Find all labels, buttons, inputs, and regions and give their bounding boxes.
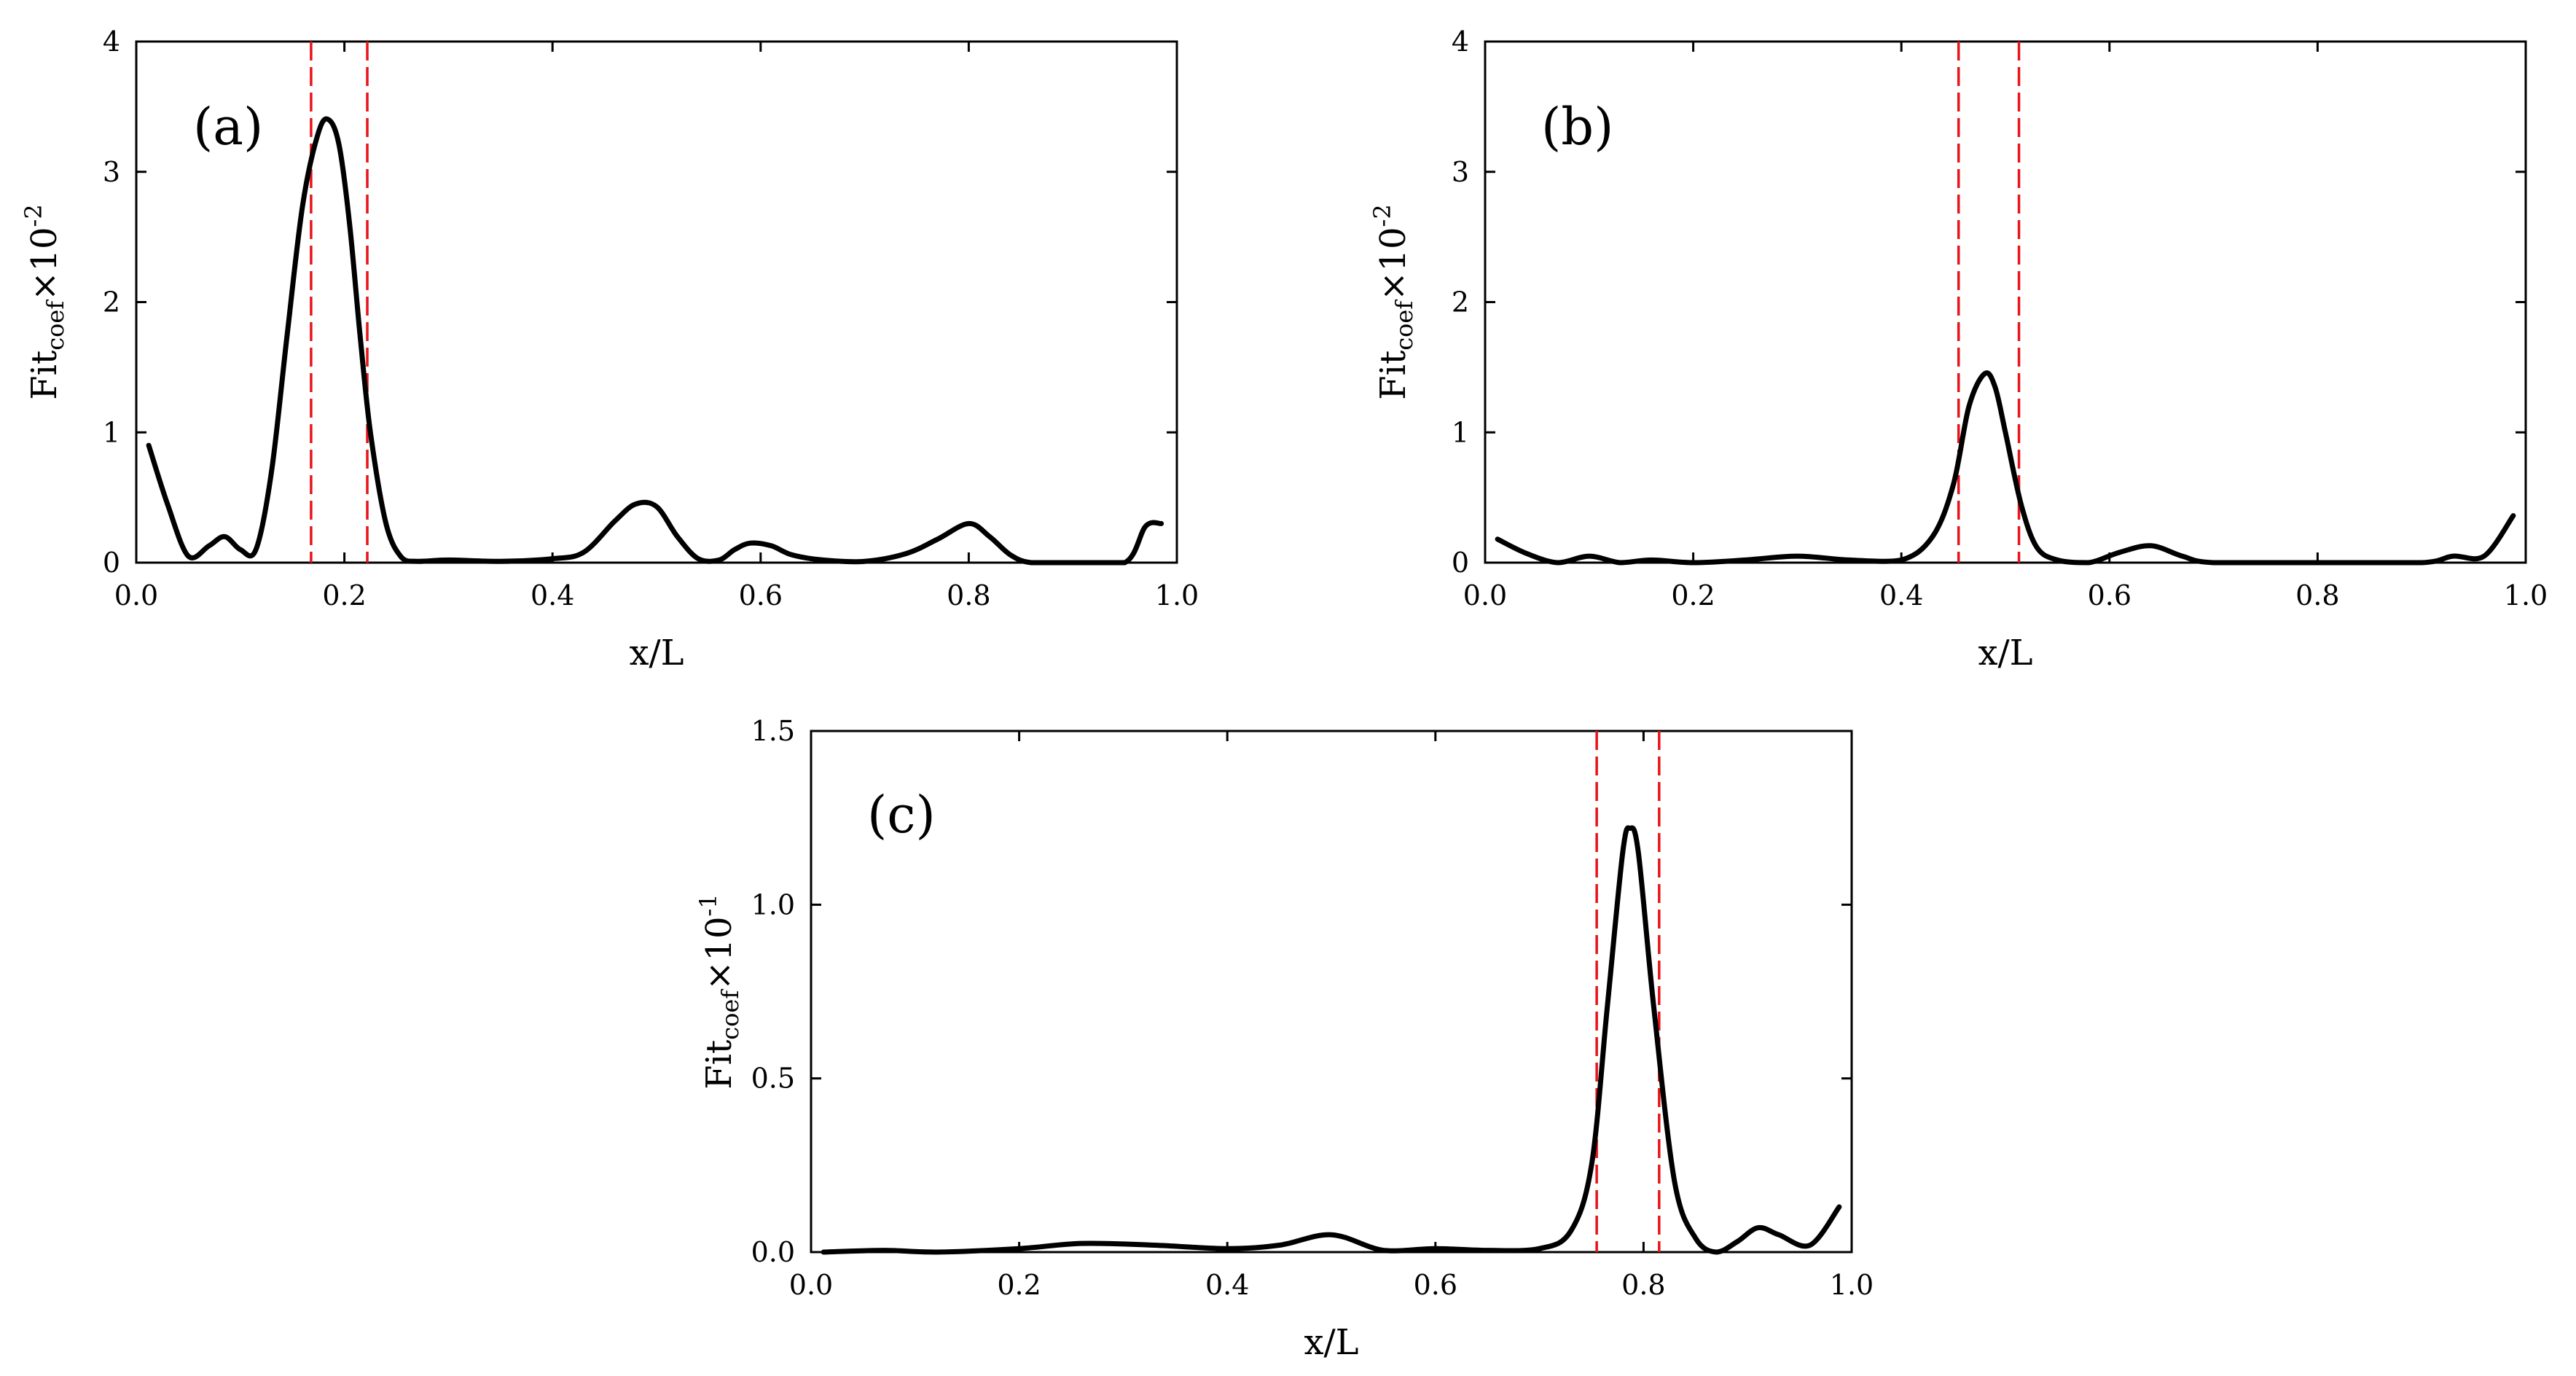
panel-c-frame [810,730,1853,1254]
panel-c-y-tick-label: 0.0 [751,1236,795,1268]
panel-a: 0.0 0.2 0.4 0.6 0.8 1.0 0 1 2 3 4 (a) x/L Fitcoef×… [20,26,1199,673]
panel-a-y-tick-label: 0 [103,547,120,579]
panel-c-label: (c) [867,785,936,845]
panel-a-y-tick-label: 1 [103,416,120,448]
panel-c-y-axis-label-mult: ×10 [699,916,740,990]
panel-a-x-tick-label: 1.0 [1155,579,1199,611]
panel-a-x-tick-label: 0.4 [531,579,574,611]
panel-c-data-series [821,825,1842,1255]
panel-b-x-tick-label: 0.4 [1879,579,1923,611]
panel-a-x-tick-label: 0.8 [947,579,990,611]
panel-a-y-axis-label-mult: ×10 [24,227,65,300]
panel-c-x-tick-label: 0.0 [789,1269,833,1301]
panel-b-y-tick-label: 2 [1452,286,1469,318]
panel-c-x-tick-label: 0.6 [1414,1269,1457,1301]
panel-a-y-tick-label: 2 [103,286,120,318]
panel-c-y-tick-label: 1.0 [751,888,795,920]
panel-a-y-axis-label-sub: coef [42,300,69,351]
panel-a-x-axis-label: x/L [629,633,684,673]
panel-a-data-series [146,116,1164,566]
panel-c-x-axis-label: x/L [1304,1322,1358,1363]
panel-c-y-axis-label-base: Fit [699,1040,740,1090]
panel-b-x-tick-label: 1.0 [2504,579,2548,611]
panel-a-x-tick-label: 0.0 [114,579,158,611]
panel-b-y-axis-label-mult: ×10 [1373,227,1414,300]
panel-c-x-tick-label: 0.2 [997,1269,1041,1301]
panel-a-plot-area: 0.0 0.2 0.4 0.6 0.8 1.0 0 1 2 3 4 [103,26,1199,611]
panel-b-x-axis-label: x/L [1978,633,2032,673]
panel-a-y-axis-label-exp: -2 [20,204,47,227]
panel-c: 0.0 0.2 0.4 0.6 0.8 1.0 0.0 0.5 1.0 1.5 (c) x/L F… [694,715,1874,1363]
panel-c-x-tick-label: 0.8 [1621,1269,1665,1301]
panel-a-y-tick-label: 3 [103,156,120,188]
panel-c-y-tick-label: 1.5 [751,715,795,747]
panel-b-plot-area: 0.0 0.2 0.4 0.6 0.8 1.0 0 1 2 3 4 [1452,26,2548,611]
panel-b-x-tick-label: 0.6 [2088,579,2131,611]
panel-a-y-tick-label: 4 [103,26,120,58]
panel-b-y-tick-label: 1 [1452,416,1469,448]
panel-b-x-tick-label: 0.0 [1463,579,1507,611]
panel-b-data-series [1495,370,2516,566]
panel-c-y-axis-label-exp: -1 [694,894,722,916]
panel-c-x-tick-label: 0.4 [1205,1269,1249,1301]
panel-c-plot-area: 0.0 0.2 0.4 0.6 0.8 1.0 0.0 0.5 1.0 1.5 [751,715,1874,1301]
panel-c-y-axis-label-sub: coef [716,989,744,1040]
panel-a-x-tick-label: 0.6 [739,579,783,611]
panel-b-x-tick-label: 0.8 [2295,579,2339,611]
panel-a-label: (a) [193,97,263,157]
panel-b-y-tick-label: 3 [1452,156,1469,188]
panel-a-y-axis-label-base: Fit [24,351,65,400]
panel-b-y-axis-label-sub: coef [1390,300,1418,351]
panel-b-label: (b) [1541,97,1613,157]
panel-b-y-axis-label-exp: -2 [1369,204,1396,227]
panel-a-x-tick-label: 0.2 [322,579,366,611]
panel-c-y-axis-label: Fitcoef×10-1 [694,894,744,1089]
panel-b-y-axis-label: Fitcoef×10-2 [1369,204,1418,399]
panel-b: 0.0 0.2 0.4 0.6 0.8 1.0 0 1 2 3 4 (b) x/L Fitcoef×… [1369,26,2548,673]
panel-c-x-tick-label: 1.0 [1830,1269,1874,1301]
panel-b-y-axis-label-base: Fit [1373,351,1414,400]
panel-b-y-tick-label: 0 [1452,547,1469,579]
panel-b-x-tick-label: 0.2 [1671,579,1715,611]
panel-a-y-axis-label: Fitcoef×10-2 [20,204,69,399]
panel-b-y-tick-label: 4 [1452,26,1469,58]
panel-c-y-tick-label: 0.5 [751,1063,795,1095]
